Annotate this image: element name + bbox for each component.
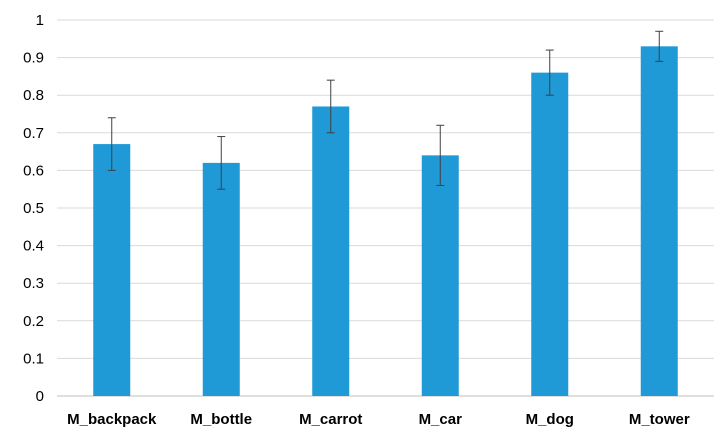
error-bar (217, 136, 226, 190)
y-tick-label: 1 (36, 12, 44, 29)
x-category-label: M_car (419, 411, 463, 428)
error-bar (655, 30, 664, 62)
y-tick-label: 0.4 (23, 238, 44, 255)
x-category-label: M_bottle (190, 411, 252, 428)
x-axis-category-labels: M_backpack M_bottle M_carrot M_car M_dog M_to… (67, 411, 690, 428)
error-bars (107, 30, 664, 190)
y-tick-label: 0.9 (23, 50, 44, 67)
error-bar (326, 79, 335, 134)
y-tick-label: 0.3 (23, 275, 44, 292)
y-tick-label: 0.7 (23, 125, 44, 142)
y-tick-label: 0.2 (23, 313, 44, 330)
error-bar (107, 117, 116, 171)
y-tick-label: 0.5 (23, 200, 44, 217)
y-tick-label: 0.6 (23, 162, 44, 179)
bar (531, 72, 569, 396)
bar (93, 144, 131, 396)
x-category-label: M_tower (629, 411, 690, 428)
error-bar (436, 124, 445, 186)
y-tick-label: 0.1 (23, 350, 44, 367)
y-tick-label: 0.8 (23, 87, 44, 104)
error-bar (545, 49, 554, 96)
bar (640, 46, 678, 396)
gridlines (57, 19, 714, 397)
x-category-label: M_dog (526, 411, 574, 428)
x-category-label: M_carrot (299, 411, 362, 428)
y-axis-tick-labels: 0 0.1 0.2 0.3 0.4 0.5 0.6 0.7 0.8 0.9 1 (23, 12, 44, 405)
bar (421, 155, 459, 396)
bar (312, 106, 350, 396)
x-category-label: M_backpack (67, 411, 157, 428)
y-tick-label: 0 (36, 388, 44, 405)
bar (202, 162, 240, 396)
bars (93, 46, 678, 396)
